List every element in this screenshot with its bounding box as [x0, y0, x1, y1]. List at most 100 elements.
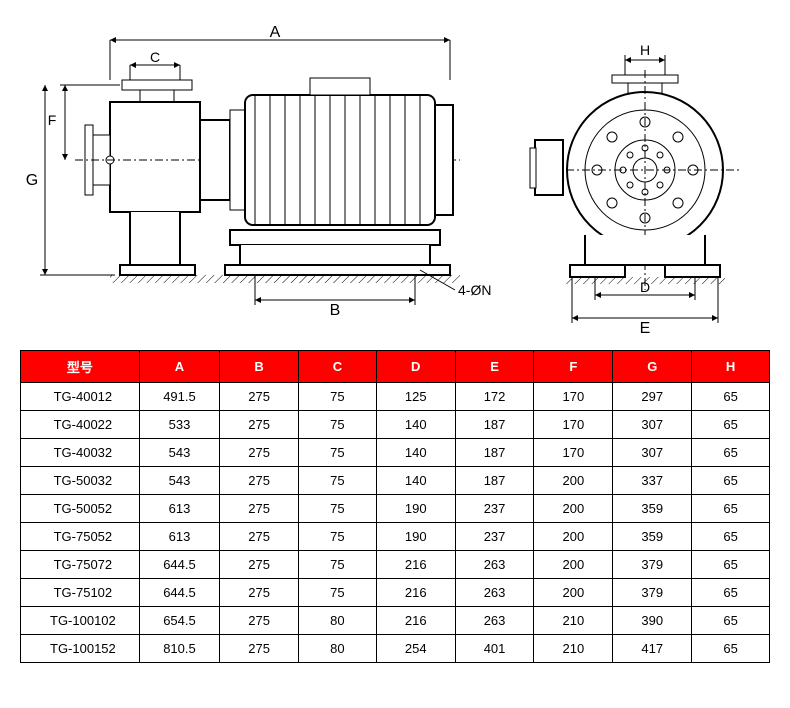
model-cell: TG-100102 — [21, 607, 140, 635]
col-header: C — [299, 351, 377, 383]
value-cell: 75 — [299, 523, 377, 551]
model-cell: TG-40012 — [21, 383, 140, 411]
value-cell: 379 — [613, 579, 692, 607]
value-cell: 75 — [299, 383, 377, 411]
value-cell: 613 — [139, 495, 219, 523]
dim-E-label: E — [640, 320, 651, 337]
table-row: TG-75072644.52757521626320037965 — [21, 551, 770, 579]
value-cell: 65 — [692, 607, 770, 635]
value-cell: 65 — [692, 523, 770, 551]
value-cell: 170 — [534, 383, 613, 411]
value-cell: 275 — [220, 607, 299, 635]
value-cell: 140 — [376, 467, 455, 495]
value-cell: 275 — [220, 439, 299, 467]
value-cell: 190 — [376, 495, 455, 523]
dim-H-label: H — [640, 42, 650, 58]
value-cell: 533 — [139, 411, 219, 439]
value-cell: 216 — [376, 607, 455, 635]
value-cell: 810.5 — [139, 635, 219, 663]
value-cell: 263 — [455, 607, 534, 635]
value-cell: 359 — [613, 523, 692, 551]
value-cell: 80 — [299, 635, 377, 663]
model-cell: TG-100152 — [21, 635, 140, 663]
value-cell: 65 — [692, 579, 770, 607]
dimension-table: 型号ABCDEFGH TG-40012491.52757512517217029… — [20, 350, 770, 663]
value-cell: 275 — [220, 495, 299, 523]
value-cell: 297 — [613, 383, 692, 411]
value-cell: 75 — [299, 551, 377, 579]
value-cell: 75 — [299, 411, 377, 439]
value-cell: 491.5 — [139, 383, 219, 411]
model-cell: TG-40022 — [21, 411, 140, 439]
table-row: TG-500325432757514018720033765 — [21, 467, 770, 495]
value-cell: 543 — [139, 439, 219, 467]
value-cell: 200 — [534, 495, 613, 523]
col-header: E — [455, 351, 534, 383]
dim-G-label: G — [26, 172, 38, 189]
value-cell: 237 — [455, 495, 534, 523]
model-cell: TG-40032 — [21, 439, 140, 467]
model-cell: TG-75052 — [21, 523, 140, 551]
side-view: A C — [26, 24, 492, 319]
value-cell: 644.5 — [139, 579, 219, 607]
table-row: TG-500526132757519023720035965 — [21, 495, 770, 523]
value-cell: 543 — [139, 467, 219, 495]
value-cell: 65 — [692, 467, 770, 495]
table-row: TG-40012491.52757512517217029765 — [21, 383, 770, 411]
value-cell: 172 — [455, 383, 534, 411]
value-cell: 237 — [455, 523, 534, 551]
value-cell: 125 — [376, 383, 455, 411]
value-cell: 275 — [220, 467, 299, 495]
value-cell: 401 — [455, 635, 534, 663]
value-cell: 170 — [534, 411, 613, 439]
col-header: A — [139, 351, 219, 383]
table-row: TG-750526132757519023720035965 — [21, 523, 770, 551]
value-cell: 187 — [455, 439, 534, 467]
value-cell: 359 — [613, 495, 692, 523]
model-cell: TG-50032 — [21, 467, 140, 495]
value-cell: 65 — [692, 635, 770, 663]
value-cell: 187 — [455, 411, 534, 439]
value-cell: 654.5 — [139, 607, 219, 635]
value-cell: 200 — [534, 579, 613, 607]
value-cell: 200 — [534, 523, 613, 551]
value-cell: 65 — [692, 383, 770, 411]
table-row: TG-100102654.52758021626321039065 — [21, 607, 770, 635]
col-header: B — [220, 351, 299, 383]
dim-C-label: C — [150, 49, 160, 65]
end-view: H — [530, 42, 740, 337]
bolt-note: 4-ØN — [458, 282, 491, 298]
value-cell: 263 — [455, 579, 534, 607]
dim-B-label: B — [330, 302, 341, 319]
value-cell: 275 — [220, 579, 299, 607]
value-cell: 75 — [299, 467, 377, 495]
value-cell: 254 — [376, 635, 455, 663]
value-cell: 307 — [613, 439, 692, 467]
value-cell: 390 — [613, 607, 692, 635]
value-cell: 140 — [376, 439, 455, 467]
dim-A-label: A — [270, 24, 281, 41]
value-cell: 307 — [613, 411, 692, 439]
value-cell: 417 — [613, 635, 692, 663]
value-cell: 65 — [692, 411, 770, 439]
value-cell: 140 — [376, 411, 455, 439]
table-row: TG-100152810.52758025440121041765 — [21, 635, 770, 663]
value-cell: 275 — [220, 383, 299, 411]
value-cell: 210 — [534, 635, 613, 663]
value-cell: 80 — [299, 607, 377, 635]
value-cell: 75 — [299, 579, 377, 607]
table-row: TG-400325432757514018717030765 — [21, 439, 770, 467]
value-cell: 275 — [220, 523, 299, 551]
dim-F-label: F — [48, 112, 57, 128]
value-cell: 275 — [220, 551, 299, 579]
value-cell: 613 — [139, 523, 219, 551]
value-cell: 644.5 — [139, 551, 219, 579]
value-cell: 200 — [534, 467, 613, 495]
value-cell: 65 — [692, 439, 770, 467]
table-row: TG-400225332757514018717030765 — [21, 411, 770, 439]
value-cell: 263 — [455, 551, 534, 579]
model-cell: TG-75102 — [21, 579, 140, 607]
table-row: TG-75102644.52757521626320037965 — [21, 579, 770, 607]
value-cell: 65 — [692, 551, 770, 579]
dim-D-label: D — [640, 279, 650, 295]
